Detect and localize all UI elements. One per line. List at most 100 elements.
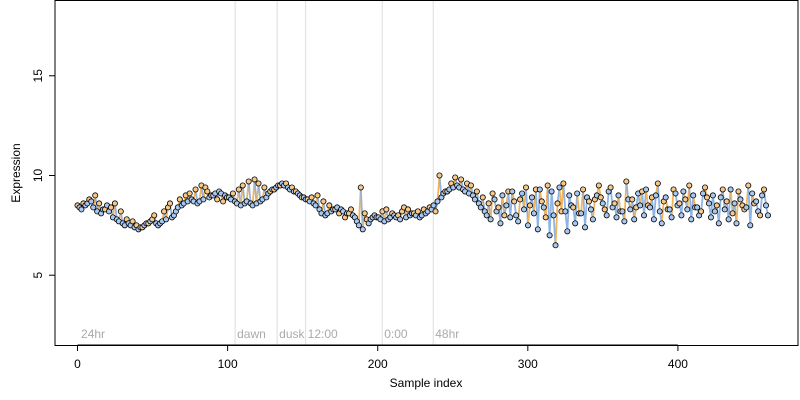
data-point [111,200,118,207]
data-point [757,212,764,219]
data-point [361,210,368,217]
series-segment [623,181,628,222]
data-point [528,194,535,201]
series-segment [729,189,734,214]
data-point [515,218,522,225]
data-point [643,186,650,193]
data-point [151,212,158,219]
data-point [471,196,478,203]
series-segment [749,193,754,226]
series-segment [527,205,531,226]
data-point [627,206,634,213]
data-point [166,200,173,207]
data-point [619,208,626,215]
data-point [477,204,484,211]
data-point [524,222,531,229]
data-point [743,204,750,211]
series-segment [550,191,555,216]
data-point [684,206,691,213]
data-point [629,196,636,203]
data-point [707,214,714,221]
data-point [536,186,543,193]
region-label: dawn [237,327,266,341]
series-segment [562,183,567,212]
data-point [582,224,589,231]
data-point [489,190,496,197]
data-point [200,196,207,203]
data-point [308,194,315,201]
data-point [229,190,236,197]
data-point [715,220,722,227]
data-point [163,216,170,223]
region-label: 12:00 [308,327,338,341]
data-point [688,216,695,223]
data-point [479,194,486,201]
data-point [235,186,242,193]
data-point [713,202,720,209]
data-point [432,208,439,215]
data-point [485,200,492,207]
data-point [753,198,760,205]
data-point [703,194,710,201]
region-label: dusk [279,327,305,341]
series-segment [548,191,553,236]
series-segment [576,193,581,214]
data-point [320,198,327,205]
data-point [676,200,683,207]
region-lines [234,0,434,345]
data-point [723,198,730,205]
data-point [88,198,95,205]
data-point [90,204,97,211]
data-point [517,196,524,203]
data-point [397,216,404,223]
data-point [709,192,716,199]
series-segment [566,195,571,232]
data-point [503,202,510,209]
data-point [578,210,585,217]
data-point [735,188,742,195]
data-point [542,214,549,221]
data-point [176,196,183,203]
data-point [682,196,689,203]
series-segment [717,197,722,224]
data-point [434,198,441,205]
series-segment [656,183,661,212]
data-point [652,192,659,199]
data-point [678,212,685,219]
data-point [540,204,547,211]
data-point [729,210,736,217]
series-segment [660,201,665,224]
data-point [192,186,199,193]
data-point [574,190,581,197]
data-point [404,206,411,213]
data-point [680,188,687,195]
data-point [700,190,707,197]
data-point [570,204,577,211]
data-point [587,206,594,213]
x-tick-label: 100 [218,357,238,371]
data-points [74,172,771,249]
data-point [745,182,752,189]
data-point [452,174,459,181]
data-point [562,208,569,215]
data-point [607,184,614,191]
series-segment [489,193,494,220]
data-point [526,202,533,209]
data-point [355,222,362,229]
x-tick-label: 400 [668,357,688,371]
data-point [597,194,604,201]
data-point [314,192,321,199]
y-tick-label: 10 [31,168,45,182]
series-segment [735,191,740,224]
data-point [585,198,592,205]
data-point [458,176,465,183]
series-segment [625,181,630,200]
data-point [686,182,693,189]
data-point [513,212,520,219]
data-point [255,180,262,187]
data-point [672,190,679,197]
data-point [727,186,734,193]
data-point [764,212,771,219]
data-point [107,204,114,211]
